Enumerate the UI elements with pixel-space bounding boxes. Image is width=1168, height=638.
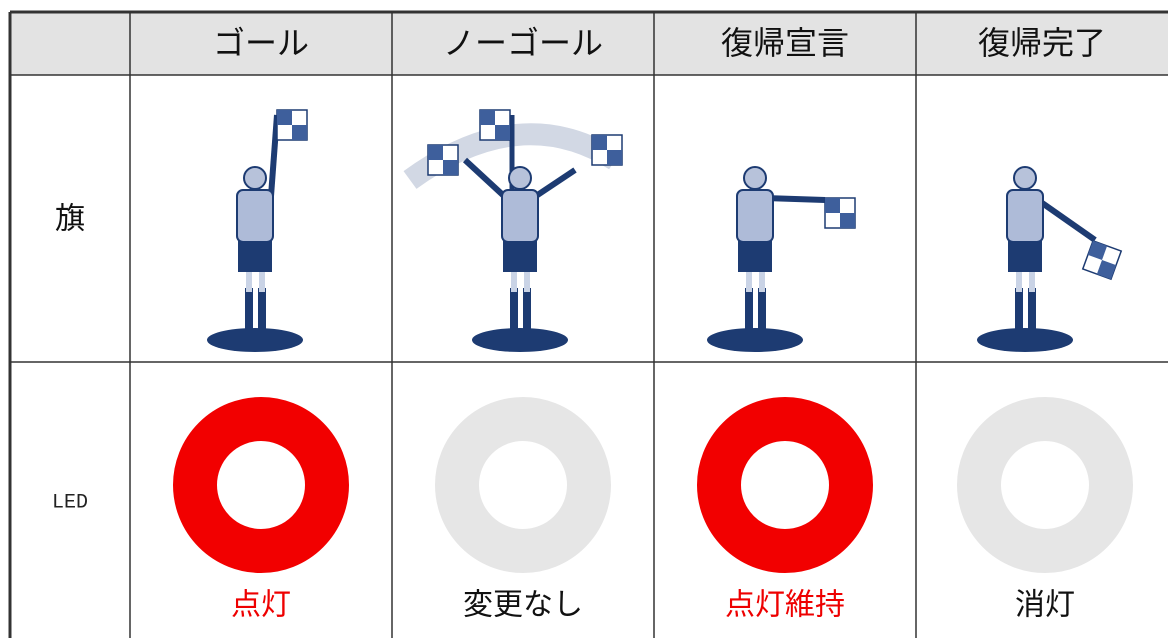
referee-goal bbox=[206, 109, 308, 353]
row-label: LED bbox=[52, 491, 88, 514]
led-off bbox=[957, 397, 1133, 573]
column-header: 復帰宣言 bbox=[721, 24, 849, 62]
referee-return-complete bbox=[976, 166, 1122, 353]
table-grid bbox=[8, 10, 1168, 638]
header-bg bbox=[10, 12, 1168, 75]
column-header: ゴール bbox=[213, 24, 309, 62]
referee-no-goal bbox=[403, 109, 623, 353]
led-on bbox=[173, 397, 349, 573]
led-state: 消灯 bbox=[1015, 588, 1075, 623]
column-header: 復帰完了 bbox=[978, 24, 1106, 62]
row-label: 旗 bbox=[55, 202, 85, 237]
referee-return-declare bbox=[706, 166, 856, 353]
column-header: ノーゴール bbox=[443, 24, 603, 62]
led-state: 点灯維持 bbox=[725, 588, 845, 623]
led-on bbox=[697, 397, 873, 573]
led-state: 変更なし bbox=[463, 588, 583, 623]
led-state: 点灯 bbox=[231, 588, 291, 623]
led-unchanged bbox=[435, 397, 611, 573]
